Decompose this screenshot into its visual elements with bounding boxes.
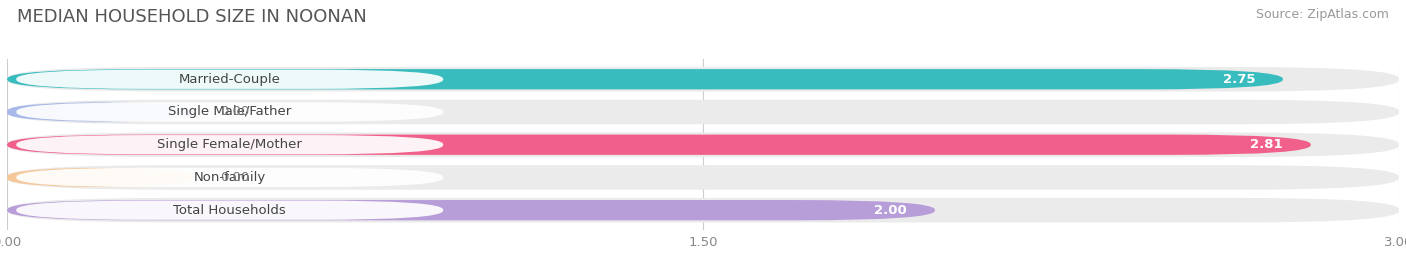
FancyBboxPatch shape: [7, 132, 1399, 157]
FancyBboxPatch shape: [7, 198, 1399, 222]
FancyBboxPatch shape: [7, 102, 193, 122]
FancyBboxPatch shape: [7, 67, 1399, 92]
Text: Single Male/Father: Single Male/Father: [169, 106, 291, 118]
FancyBboxPatch shape: [7, 135, 1310, 155]
Text: Non-family: Non-family: [194, 171, 266, 184]
Text: Single Female/Mother: Single Female/Mother: [157, 138, 302, 151]
FancyBboxPatch shape: [7, 167, 193, 188]
Text: 0.00: 0.00: [221, 171, 250, 184]
FancyBboxPatch shape: [17, 135, 443, 154]
FancyBboxPatch shape: [17, 102, 443, 122]
FancyBboxPatch shape: [17, 168, 443, 187]
Text: Source: ZipAtlas.com: Source: ZipAtlas.com: [1256, 8, 1389, 21]
FancyBboxPatch shape: [17, 200, 443, 220]
FancyBboxPatch shape: [7, 200, 935, 220]
FancyBboxPatch shape: [7, 69, 1284, 90]
Text: 0.00: 0.00: [221, 106, 250, 118]
FancyBboxPatch shape: [7, 100, 1399, 124]
Text: Married-Couple: Married-Couple: [179, 73, 281, 86]
FancyBboxPatch shape: [7, 165, 1399, 190]
Text: 2.75: 2.75: [1223, 73, 1256, 86]
Text: MEDIAN HOUSEHOLD SIZE IN NOONAN: MEDIAN HOUSEHOLD SIZE IN NOONAN: [17, 8, 367, 26]
Text: 2.00: 2.00: [875, 204, 907, 217]
Text: 2.81: 2.81: [1250, 138, 1284, 151]
Text: Total Households: Total Households: [173, 204, 285, 217]
FancyBboxPatch shape: [17, 70, 443, 89]
